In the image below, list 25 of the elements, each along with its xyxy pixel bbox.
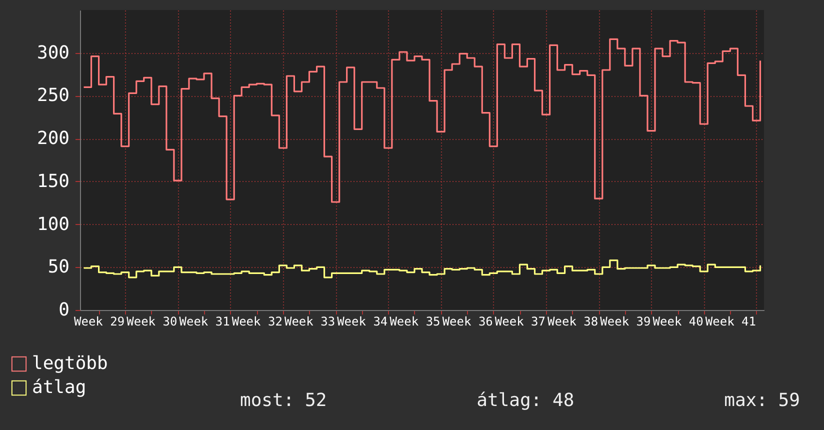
x-tick-label: Week 40 (652, 314, 704, 328)
x-tick-label: Week 34 (337, 314, 388, 328)
x-tick-label: Week 32 (232, 314, 282, 328)
x-tick-label: Week 29 (74, 314, 125, 328)
x-tick-label: Week 30 (126, 314, 178, 328)
text: most: 52 (240, 390, 327, 411)
y-tick-label: 300 (36, 42, 70, 64)
y-tick-label: 0 (58, 300, 70, 320)
y-tick-label: 100 (36, 214, 70, 235)
x-tick-label: Week 38 (548, 314, 598, 328)
y-tick-label: 250 (36, 85, 70, 106)
y-tick-label: 50 (48, 256, 70, 278)
x-tick-label: Week 33 (284, 314, 336, 328)
x-tick-label: Week 31 (179, 314, 230, 328)
legend-label: legtöbb (32, 353, 108, 374)
x-tick-label: Week 39 (600, 314, 651, 328)
text: max: 59 (724, 390, 800, 411)
text: átlag: 48 (476, 390, 574, 411)
legend-label: átlag (32, 377, 86, 398)
x-tick-label: Week 37 (494, 314, 546, 328)
y-tick-label: 200 (36, 128, 70, 150)
x-tick-label: Week 41 (705, 314, 756, 328)
y-tick-label: 150 (36, 170, 70, 192)
x-tick-label: Week 35 (390, 314, 440, 328)
x-tick-label: Week 36 (442, 314, 493, 328)
